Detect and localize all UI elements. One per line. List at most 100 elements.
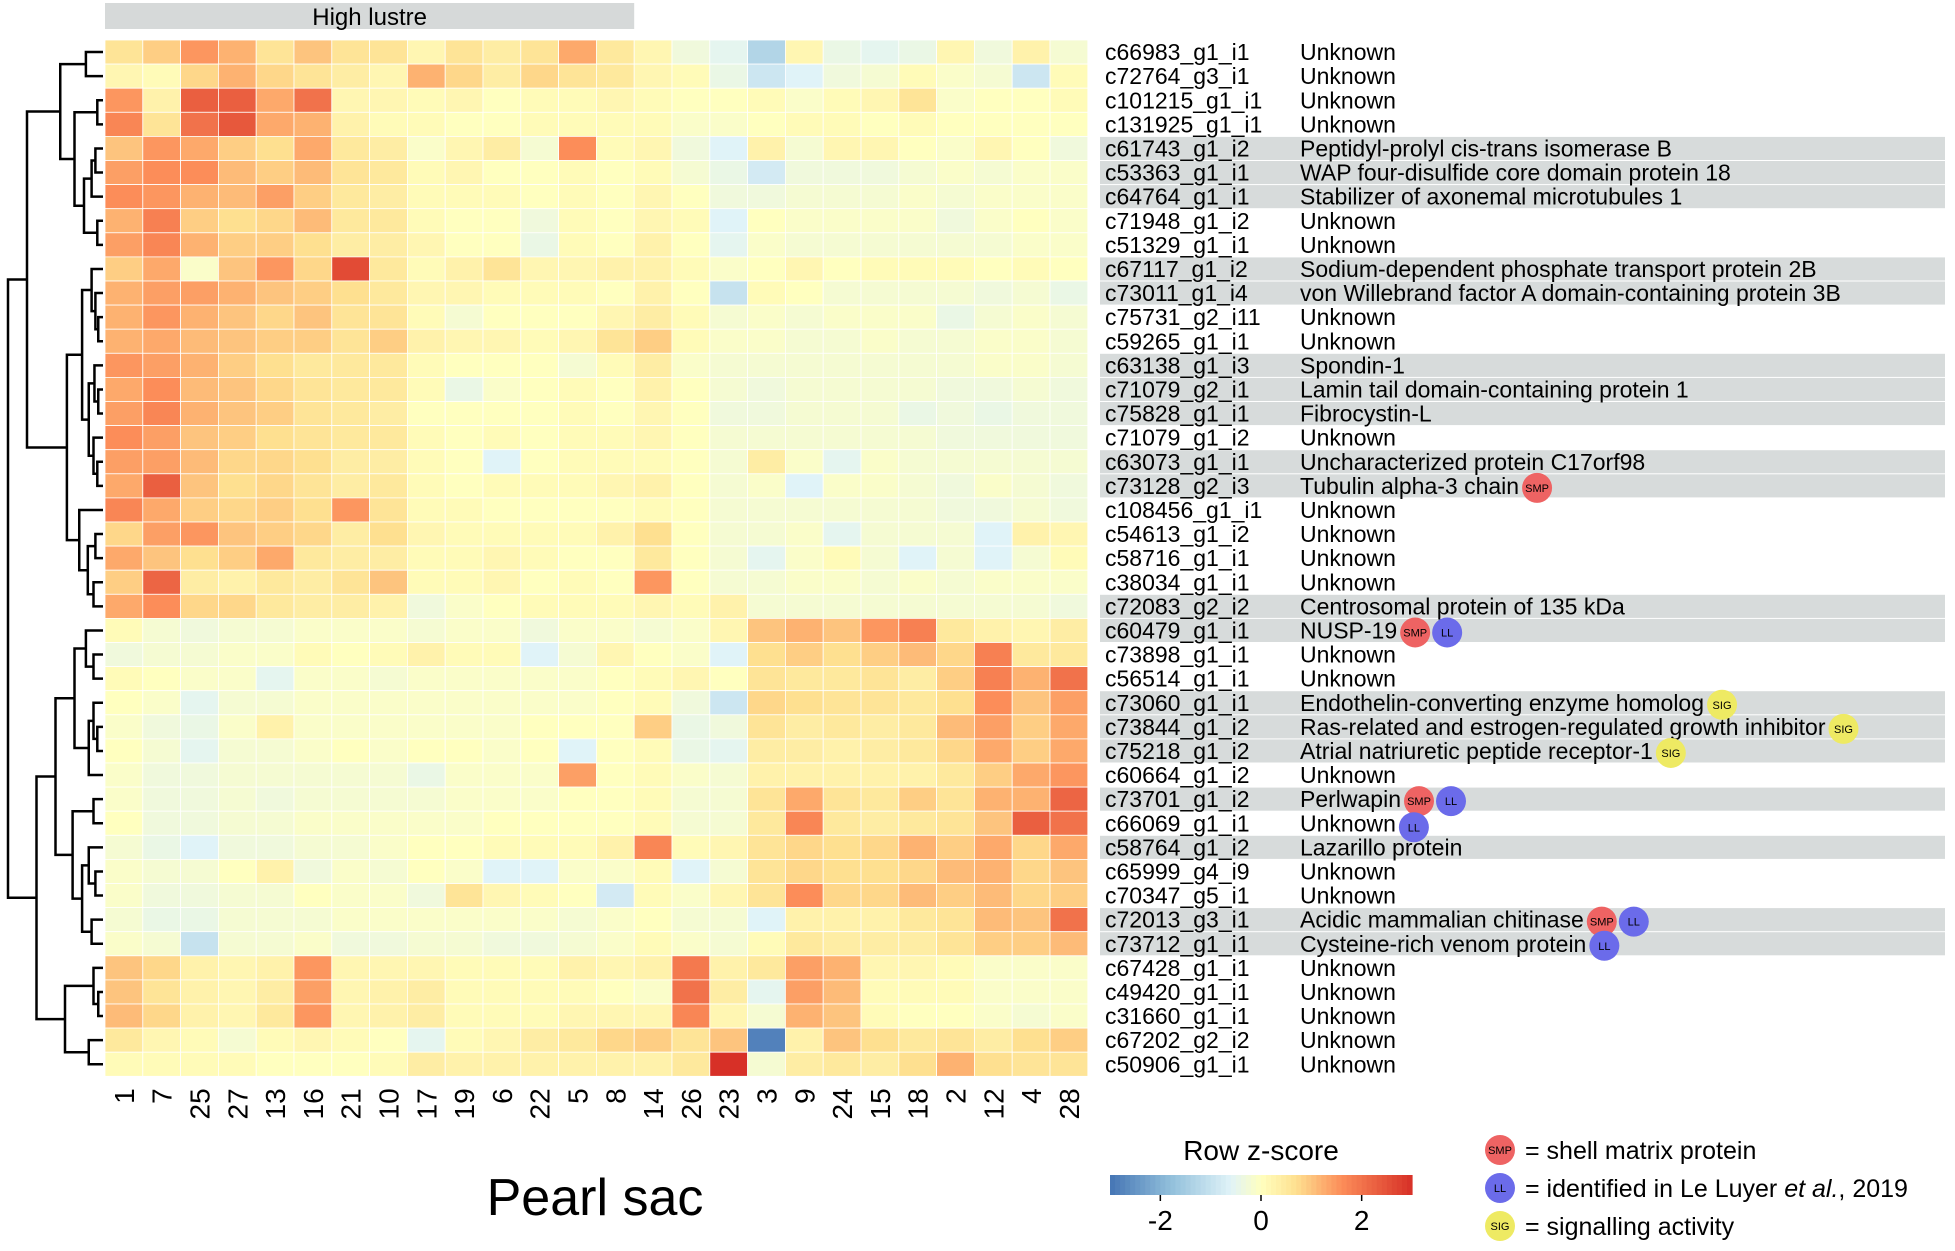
heatmap-cell (822, 280, 862, 306)
heatmap-cell (293, 376, 333, 402)
heatmap-cell (369, 907, 408, 933)
heatmap-cell (520, 810, 559, 836)
heatmap-cell (1011, 184, 1051, 210)
heatmap-cell (217, 931, 257, 957)
color-scale-segment (1346, 1175, 1353, 1195)
heatmap-cell (293, 786, 333, 812)
legend-badge-label: SMP (1488, 1145, 1512, 1157)
heatmap-cell (596, 521, 635, 547)
heatmap-cell (482, 401, 522, 427)
heatmap-cell (482, 545, 522, 571)
heatmap-cell (369, 1051, 408, 1077)
heatmap-cell (331, 1003, 370, 1029)
heatmap-cell (331, 666, 370, 692)
heatmap-cell (520, 979, 559, 1005)
heatmap-cell (633, 593, 673, 619)
heatmap-cell (444, 618, 484, 643)
heatmap-cell (180, 834, 219, 860)
heatmap-cell (558, 1027, 597, 1053)
heatmap-cell (822, 63, 862, 89)
heatmap-cell (142, 160, 182, 186)
heatmap-cell (406, 642, 446, 668)
heatmap-cell (1011, 87, 1051, 113)
heatmap-cell (822, 955, 862, 981)
heatmap-cell (369, 738, 408, 764)
heatmap-cell (1049, 666, 1089, 692)
heatmap-cell (860, 425, 900, 451)
heatmap-cell (293, 208, 333, 234)
heatmap-cell (596, 1027, 635, 1053)
heatmap-cell (293, 521, 333, 547)
heatmap-cell (671, 810, 711, 836)
heatmap-cell (331, 907, 370, 933)
heatmap-cell (217, 449, 257, 475)
heatmap-cell (331, 328, 370, 354)
heatmap-cell (104, 63, 144, 89)
heatmap-cell (596, 569, 635, 595)
heatmap-cell (860, 449, 900, 475)
heatmap-cell (709, 810, 748, 836)
heatmap-cell (331, 618, 370, 643)
heatmap-cell (520, 87, 559, 113)
heatmap-cell (936, 135, 975, 161)
heatmap-cell (482, 593, 522, 619)
heatmap-cell (558, 1003, 597, 1029)
heatmap-cell (936, 256, 975, 282)
heatmap-cell (104, 859, 144, 884)
heatmap-cell (104, 931, 144, 957)
heatmap-cell (520, 521, 559, 547)
badge-label: SIG (1713, 700, 1732, 712)
heatmap-cell (369, 232, 408, 258)
row-annotation-label: Unknown (1300, 569, 1396, 595)
heatmap-cell (709, 328, 748, 354)
color-scale-segment (1371, 1175, 1378, 1195)
heatmap-cell (709, 401, 748, 427)
badge-sig-icon (1655, 737, 1686, 768)
heatmap-cell (633, 497, 673, 523)
heatmap-cell (142, 642, 182, 668)
heatmap-cell (785, 401, 824, 427)
heatmap-cell (671, 135, 711, 161)
heatmap-cell (898, 618, 937, 643)
heatmap-cell (142, 328, 182, 354)
row-id-label: c72013_g3_i1 (1105, 907, 1250, 933)
heatmap-cell (1011, 979, 1051, 1005)
heatmap-cell (331, 401, 370, 427)
badge-label: SMP (1407, 796, 1431, 808)
heatmap-cell (1011, 425, 1051, 451)
heatmap-cell (444, 593, 484, 619)
heatmap-cell (1049, 834, 1089, 860)
heatmap-cell (633, 304, 673, 330)
heatmap-cell (1011, 280, 1051, 306)
heatmap-cell (1011, 63, 1051, 89)
heatmap-cell (293, 593, 333, 619)
heatmap-cell (406, 425, 446, 451)
heatmap-cell (180, 955, 219, 981)
heatmap-cell (142, 184, 182, 210)
heatmap-cell (217, 39, 257, 65)
heatmap-cell (936, 39, 975, 65)
dendrogram-branch (94, 870, 103, 897)
heatmap-cell (180, 1051, 219, 1077)
heatmap-cell (331, 714, 370, 740)
legend-badge-sig-icon (1485, 1211, 1515, 1241)
heatmap-cell (369, 160, 408, 186)
heatmap-cell (822, 1027, 862, 1053)
heatmap-cell (180, 979, 219, 1005)
color-scale-segment (1210, 1175, 1217, 1195)
heatmap-cell (596, 280, 635, 306)
heatmap-cell (974, 39, 1013, 65)
heatmap-cell (633, 979, 673, 1005)
heatmap-cell (520, 859, 559, 884)
heatmap-cell (822, 666, 862, 692)
heatmap-cell (369, 280, 408, 306)
column-tick-label: 4 (1016, 1088, 1047, 1104)
heatmap-cell (596, 834, 635, 860)
badge-sig-icon (1707, 689, 1738, 720)
heatmap-cell (747, 208, 786, 234)
heatmap-cell (785, 352, 824, 378)
heatmap-cell (142, 810, 182, 836)
heatmap-cell (860, 714, 900, 740)
heatmap-cell (671, 618, 711, 643)
